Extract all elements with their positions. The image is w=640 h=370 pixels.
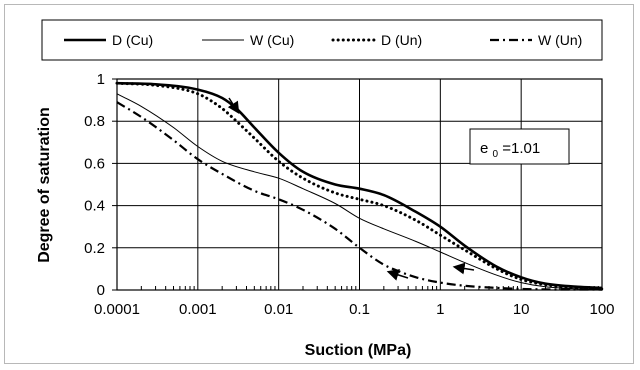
legend-label-1: W (Cu) [250,32,294,48]
y-tick-label: 0.2 [84,240,105,257]
x-tick-label: 0.01 [264,301,293,318]
y-tick-label: 1 [97,71,105,88]
plot-area: 0.0001 0.001 0.01 0.1 1 10 100 0 0.2 0.4 0.6 0.8 1 [84,71,614,318]
annotation-box [469,128,570,165]
legend-label-2: D (Un) [381,32,422,48]
y-tick-label: 0 [97,282,105,299]
series-line-0 [116,81,603,290]
x-tick-label: 0.001 [179,301,217,318]
annotation-subscript: 0 [493,149,499,160]
x-tick-label: 0.0001 [94,301,140,318]
series-line-2 [115,81,604,291]
x-tick-label: 100 [589,301,614,318]
legend-label-3: W (Un) [538,32,582,48]
x-axis-title: Suction (MPa) [305,342,412,359]
arrow-wetting-un [386,269,409,281]
svg-text:e 0 =1.01: e 0 =1.01 [480,140,540,161]
legend-box [41,19,603,61]
y-tick-label: 0.4 [84,198,105,215]
direction-arrows [227,97,475,281]
arrow-wetting [452,262,475,275]
series-line-1 [116,93,603,291]
series-line-3 [116,101,603,291]
x-tick-label: 10 [513,301,530,318]
legend: D (Cu) W (Cu) D (Un) W (Un) [41,19,603,61]
legend-label-0: D (Cu) [112,32,153,48]
annotation-value: =1.01 [502,140,540,157]
y-tick-label: 0.6 [84,155,105,172]
y-axis-title: Degree of saturation [36,107,53,263]
plot-border [116,78,603,291]
x-tick-label: 1 [436,301,444,318]
chart-frame [4,4,634,364]
void-ratio-annotation: e 0 =1.01 [469,128,570,165]
annotation-e: e [480,140,488,157]
x-tick-label: 0.1 [349,301,370,318]
arrow-drying [227,97,240,115]
y-tick-label: 0.8 [84,113,105,130]
